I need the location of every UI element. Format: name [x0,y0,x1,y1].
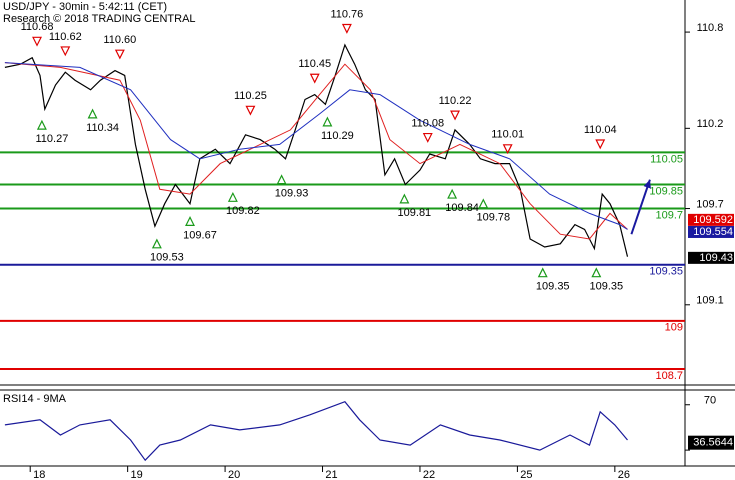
low-marker [276,174,287,185]
last-value-label: 109.43 [699,252,733,264]
annotation-label: 109.78 [476,212,510,224]
level-label: 109.7 [655,209,683,221]
price-line [4,400,628,462]
annotation-label: 110.08 [411,117,444,129]
high-marker [245,105,256,116]
last-value-label: 109.554 [693,226,733,238]
x-tick-label: 25 [520,469,532,480]
low-marker [322,116,333,127]
annotation-label: 109.84 [445,202,479,214]
level-label: 108.7 [655,370,683,382]
x-tick-label: 22 [423,469,435,480]
last-value-box [688,435,734,450]
last-value-label: 109.592 [693,214,733,226]
level-label: 109 [665,322,683,334]
low-marker [478,198,489,209]
low-marker [151,238,162,249]
annotation-label: 110.34 [86,122,119,134]
annotation-label: 110.25 [234,90,267,102]
arrow-head [643,179,651,189]
level-label: 110.05 [650,153,683,165]
annotation-label: 109.93 [275,188,309,200]
last-value-box [688,225,734,238]
low-marker [591,267,602,278]
annotation-label: 110.60 [103,34,136,46]
annotation-label: 109.35 [536,281,570,293]
y-tick-label: 110.8 [697,22,724,34]
rsi-title: RSI14 - 9MA [3,393,67,405]
last-value-box [688,251,734,264]
annotation-label: 109.53 [150,252,184,264]
annotation-label: 110.29 [321,130,354,142]
annotation-label: 109.82 [226,205,260,217]
high-marker [595,139,606,150]
annotation-label: 109.67 [183,229,217,241]
annotation-label: 109.81 [398,207,432,219]
y-tick-label: 109.1 [696,295,724,307]
low-marker [87,108,98,119]
x-tick-label: 18 [33,469,45,480]
annotation-label: 110.01 [491,129,524,141]
y-tick-label: 70 [704,395,716,407]
price-line [4,62,628,230]
annotation-label: 110.68 [21,21,54,33]
x-tick-label: 19 [131,469,143,480]
chart-title: USD/JPY - 30min - 5:42:11 (CET) [3,1,167,13]
level-label: 109.35 [649,266,683,278]
price-line [4,62,628,240]
level-label: 109.85 [649,185,683,197]
high-marker [422,132,433,143]
low-marker [447,188,458,199]
low-marker [537,267,548,278]
annotation-label: 110.76 [330,8,363,20]
high-marker [450,110,461,121]
y-tick-label: 109.7 [696,198,724,210]
low-marker [36,119,47,130]
high-marker [309,73,320,84]
x-tick-label: 21 [325,469,337,480]
x-tick-label: 20 [228,469,240,480]
low-marker [227,191,238,202]
annotation-label: 110.04 [584,124,617,136]
chart-subtitle: Research © 2018 TRADING CENTRAL [3,13,196,25]
annotation-label: 109.35 [590,281,624,293]
low-marker [185,216,195,226]
low-marker [399,193,410,204]
price-line [4,43,629,257]
high-marker [502,144,513,155]
forecast-arrow [630,179,651,235]
high-marker [341,23,352,34]
high-marker [60,46,71,57]
high-marker [114,49,125,60]
last-value-box [688,213,734,226]
annotation-label: 110.62 [49,31,82,43]
x-tick-label: 26 [618,469,630,480]
high-marker [32,36,42,47]
annotation-label: 110.27 [35,133,68,145]
y-tick-label: 110.2 [697,118,724,130]
annotation-label: 110.22 [439,95,472,107]
last-value-label: 36.5644 [693,437,733,449]
annotation-label: 110.45 [298,58,331,70]
